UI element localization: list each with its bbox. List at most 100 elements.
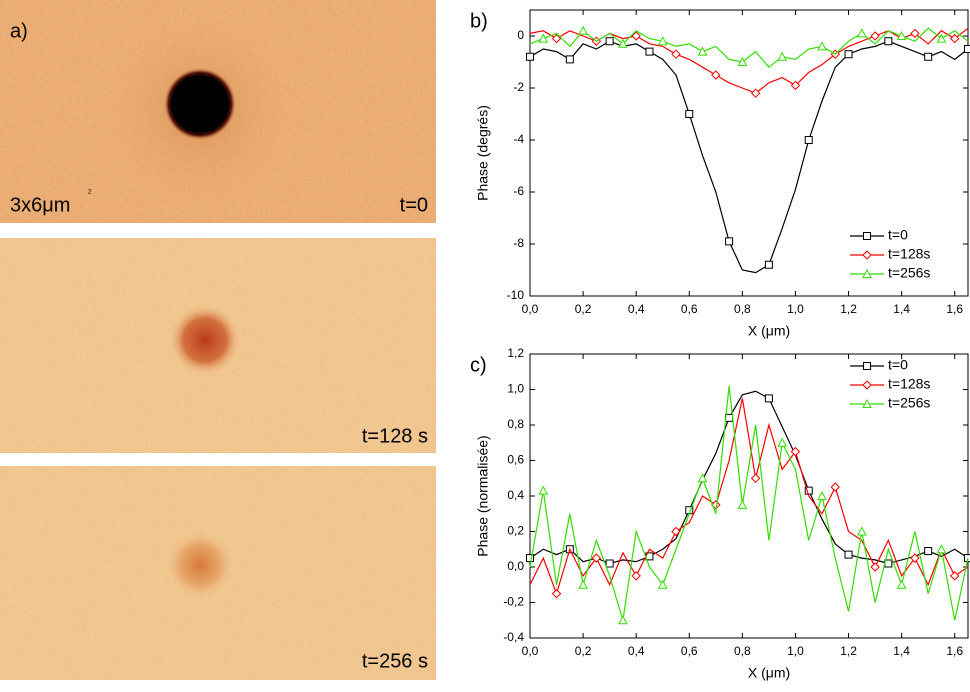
marker bbox=[657, 36, 668, 46]
y-tick-label: 0 bbox=[517, 28, 524, 42]
marker bbox=[862, 268, 872, 278]
marker bbox=[725, 413, 734, 422]
x-axis-label: X (μm) bbox=[748, 665, 790, 681]
marker bbox=[817, 41, 827, 51]
marker bbox=[862, 250, 872, 260]
marker bbox=[964, 554, 970, 563]
marker bbox=[685, 110, 694, 118]
x-tick-label: 0,8 bbox=[734, 644, 751, 658]
plot-frame bbox=[529, 353, 969, 639]
y-tick-label: 0,6 bbox=[507, 453, 524, 467]
marker bbox=[631, 571, 641, 581]
series-line bbox=[529, 398, 969, 596]
plot-frame bbox=[529, 9, 969, 297]
marker bbox=[551, 33, 562, 44]
x-tick-label: 0,6 bbox=[681, 302, 698, 316]
y-tick-label: -0,2 bbox=[503, 595, 524, 609]
legend-label: t=0 bbox=[888, 227, 908, 243]
x-tick-label: 1,6 bbox=[946, 302, 963, 316]
marker bbox=[884, 37, 893, 46]
marker bbox=[631, 31, 641, 41]
marker bbox=[565, 55, 574, 64]
marker bbox=[737, 56, 748, 66]
y-tick-label: -4 bbox=[513, 132, 524, 146]
marker bbox=[526, 52, 534, 61]
series-line bbox=[529, 390, 969, 565]
panel-a: a) 3x6μm 2 t=0 t=128 s t=256 s bbox=[0, 0, 436, 680]
x-tick-label: 1,4 bbox=[893, 644, 910, 658]
legend-label: t=128s bbox=[888, 246, 930, 262]
marker bbox=[790, 80, 801, 91]
marker bbox=[591, 553, 602, 563]
image-spot bbox=[166, 531, 234, 599]
marker bbox=[657, 579, 668, 589]
x-tick-label: 0,4 bbox=[628, 302, 645, 316]
marker bbox=[750, 473, 761, 483]
scale-label: 3x6μm bbox=[10, 194, 70, 216]
legend-label: t=256s bbox=[888, 265, 930, 281]
series-line bbox=[529, 40, 969, 274]
image-spot bbox=[169, 304, 241, 376]
marker bbox=[618, 615, 628, 625]
marker bbox=[737, 499, 748, 509]
marker bbox=[578, 25, 588, 35]
marker bbox=[645, 47, 654, 56]
x-tick-label: 1,0 bbox=[787, 302, 804, 316]
marker bbox=[804, 136, 813, 144]
marker bbox=[750, 88, 761, 98]
y-tick-label: 1,2 bbox=[507, 346, 524, 360]
marker bbox=[578, 579, 588, 589]
x-tick-label: 0,8 bbox=[734, 302, 751, 316]
marker bbox=[896, 579, 907, 589]
marker bbox=[950, 571, 960, 581]
marker bbox=[856, 526, 867, 536]
marker bbox=[924, 547, 933, 556]
x-tick-label: 1,4 bbox=[893, 302, 910, 316]
marker bbox=[896, 30, 907, 40]
y-tick-label: -8 bbox=[513, 236, 524, 250]
marker bbox=[551, 588, 562, 599]
marker bbox=[618, 38, 628, 48]
frame-time: t=0 bbox=[400, 194, 428, 216]
panel-label: c) bbox=[470, 354, 487, 376]
series-line bbox=[529, 385, 969, 621]
marker bbox=[725, 237, 734, 246]
x-tick-label: 1,2 bbox=[840, 302, 857, 316]
marker bbox=[711, 70, 721, 80]
marker bbox=[863, 362, 871, 370]
marker bbox=[605, 37, 614, 46]
marker bbox=[924, 52, 933, 61]
marker bbox=[671, 49, 681, 59]
y-axis-label: Phase (normalisée) bbox=[475, 435, 491, 556]
marker bbox=[844, 550, 853, 559]
panel-label: b) bbox=[470, 10, 488, 32]
frame-time: t=256 s bbox=[362, 650, 428, 672]
marker bbox=[777, 51, 788, 61]
y-tick-label: -10 bbox=[507, 288, 525, 302]
x-tick-label: 0,0 bbox=[522, 644, 539, 658]
marker bbox=[777, 437, 788, 447]
marker bbox=[817, 490, 827, 500]
marker bbox=[950, 33, 960, 44]
frame-time: t=128 s bbox=[362, 425, 428, 447]
series-line bbox=[529, 27, 969, 69]
x-axis-label: X (μm) bbox=[748, 323, 790, 339]
marker bbox=[936, 544, 947, 554]
x-tick-label: 1,2 bbox=[840, 644, 857, 658]
marker bbox=[697, 473, 708, 483]
x-tick-label: 0,4 bbox=[628, 644, 645, 658]
marker bbox=[863, 232, 871, 240]
marker bbox=[936, 33, 947, 43]
x-tick-label: 0,2 bbox=[575, 302, 592, 316]
marker bbox=[844, 50, 853, 59]
marker bbox=[538, 485, 549, 495]
image-spot bbox=[164, 68, 236, 140]
marker bbox=[790, 446, 801, 457]
legend-label: t=128s bbox=[888, 376, 930, 392]
marker bbox=[870, 31, 880, 41]
x-tick-label: 1,0 bbox=[787, 644, 804, 658]
y-tick-label: -0,4 bbox=[503, 630, 524, 644]
marker bbox=[964, 45, 970, 53]
